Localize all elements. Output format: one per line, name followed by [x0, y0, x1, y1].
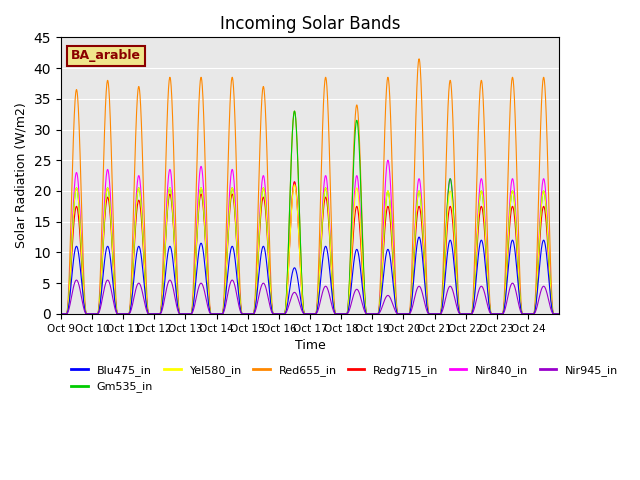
X-axis label: Time: Time — [294, 339, 325, 352]
Legend: Blu475_in, Gm535_in, Yel580_in, Red655_in, Redg715_in, Nir840_in, Nir945_in: Blu475_in, Gm535_in, Yel580_in, Red655_i… — [67, 360, 623, 397]
Y-axis label: Solar Radiation (W/m2): Solar Radiation (W/m2) — [15, 103, 28, 249]
Title: Incoming Solar Bands: Incoming Solar Bands — [220, 15, 400, 33]
Text: BA_arable: BA_arable — [71, 49, 141, 62]
